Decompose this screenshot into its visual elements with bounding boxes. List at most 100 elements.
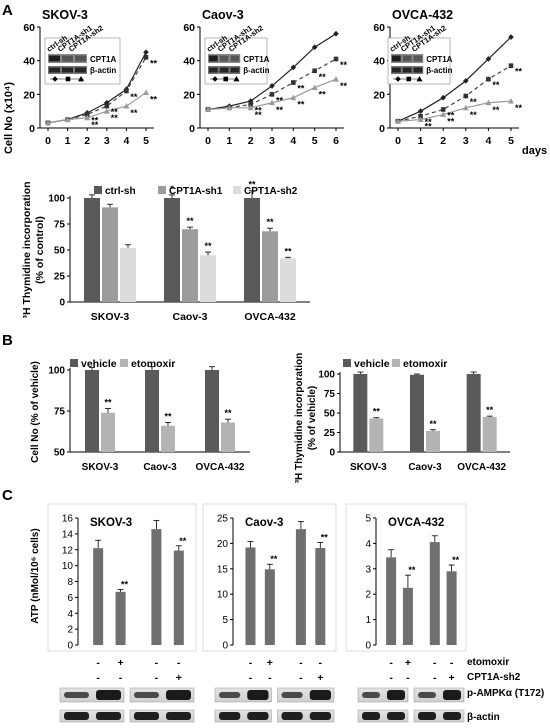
etomoxir-row-label: etomoxir — [467, 657, 509, 668]
y-tick-label: 40 — [23, 56, 35, 68]
sig-mark: ** — [429, 419, 437, 429]
y-tick-label: 0 — [365, 641, 371, 652]
pampk-blot-label: p-AMPKα (T172) — [467, 688, 544, 699]
atp-ylabel: ATP (nMol/10⁶ cells) — [30, 528, 41, 623]
legend-label: ctrl-sh — [105, 186, 136, 197]
sig-mark: ** — [130, 108, 138, 118]
blot-band-pampk — [387, 690, 405, 700]
inset-cpt1a-label: CPT1A — [90, 55, 116, 64]
y-tick-label: 15 — [217, 564, 229, 575]
y-tick-label: 10 — [62, 561, 74, 572]
cellno-chart-b: 50 75 100 ** SKOV-3 ** Caov-3 ** OVCA-432 vehicle… — [48, 358, 250, 473]
sig-mark: ** — [150, 95, 158, 105]
inset-cpt1a-label: CPT1A — [243, 55, 269, 64]
data-point — [312, 68, 317, 74]
category-label: Caov-3 — [408, 462, 442, 473]
etomoxir-sign: - — [96, 657, 100, 669]
blot-band-actin — [443, 712, 461, 720]
sig-mark: ** — [447, 110, 455, 120]
bar-ctrl-sh — [164, 198, 180, 302]
sig-mark: ** — [515, 67, 523, 77]
legend-label: etomoxir — [403, 358, 447, 370]
thymidine-chart-b: 0 25 50 75 100 ** SKOV-3 ** Caov-3 ** OVCA-432 vehi… — [318, 358, 510, 473]
blot-band — [402, 55, 412, 62]
bar-CPT1A-sh1 — [262, 231, 278, 302]
blot-band-pampk — [134, 692, 159, 698]
blot-band-actin — [96, 712, 121, 720]
sig-mark: ** — [486, 405, 494, 415]
bar-atp — [315, 547, 326, 645]
bar-atp — [295, 529, 306, 645]
x-tick-label: 1 — [418, 135, 424, 147]
bar-CPT1A-sh1 — [182, 229, 198, 302]
category-label: OVCA-432 — [244, 311, 296, 323]
bar-atp — [429, 542, 440, 645]
blot-band — [413, 67, 423, 73]
series-line-ctrl-sh — [397, 36, 512, 122]
bar-vehicle — [410, 374, 424, 452]
etomoxir-sign: - — [299, 657, 303, 669]
bar-vehicle — [205, 370, 219, 452]
y-tick-label: 5 — [222, 615, 228, 626]
data-point — [103, 108, 110, 114]
x-tick-label: 1 — [65, 135, 71, 147]
blot-band — [209, 67, 218, 73]
y-tick-label: 100 — [48, 194, 65, 205]
data-point — [311, 44, 318, 50]
y-tick-label: 0 — [222, 641, 228, 652]
blot-band-actin — [219, 712, 241, 720]
y-tick-label: 2 — [67, 625, 73, 636]
sig-mark: ** — [91, 116, 99, 126]
etomoxir-sign: + — [405, 657, 411, 669]
data-point — [333, 30, 339, 37]
bar-atp — [93, 548, 104, 645]
data-point — [463, 93, 469, 99]
blot-band — [219, 67, 229, 73]
data-point — [417, 116, 424, 122]
sh2-sign: - — [155, 672, 159, 684]
legend-swatch — [120, 359, 128, 367]
blot-band-actin — [387, 712, 405, 720]
y-tick-label: 5 — [365, 514, 371, 525]
data-point — [418, 113, 423, 119]
category-label: SKOV-3 — [91, 311, 130, 323]
blot-band — [392, 67, 401, 73]
category-label: OVCA-432 — [196, 462, 245, 473]
chart-title: OVCA-432 — [388, 517, 444, 529]
y-tick-label: 60 — [183, 22, 195, 34]
data-point — [269, 99, 275, 106]
sig-mark: ** — [408, 565, 416, 575]
blot-band-actin — [134, 712, 159, 720]
sig-mark: ** — [91, 120, 99, 130]
y-tick-label: 40 — [373, 56, 385, 68]
y-tick-label: 100 — [48, 366, 65, 377]
y-tick-label: 3 — [365, 564, 371, 575]
sig-mark: ** — [150, 58, 158, 68]
sig-mark: ** — [340, 60, 348, 70]
y-tick-label: 12 — [62, 545, 74, 556]
sig-mark: ** — [340, 81, 348, 91]
bar-etomoxir — [482, 416, 497, 452]
y-tick-label: 1 — [365, 615, 371, 626]
chart-title: SKOV-3 — [90, 517, 132, 529]
bar-vehicle — [85, 370, 99, 452]
blot-band-pampk — [219, 692, 241, 698]
bar-ctrl-sh — [244, 198, 260, 302]
y-tick-label: 8 — [67, 577, 73, 588]
y-tick-label: 75 — [324, 389, 336, 400]
bar-vehicle — [353, 374, 368, 452]
panel-frame — [202, 503, 337, 652]
sig-mark: ** — [319, 90, 327, 100]
bar-atp — [115, 591, 126, 645]
bar-CPT1A-sh2 — [200, 255, 216, 302]
x-tick-label: 0 — [205, 135, 211, 147]
y-tick-label: 10 — [217, 590, 229, 601]
bar-etomoxir — [161, 425, 175, 452]
bar-atp — [402, 587, 413, 645]
inset-actin-label: β-actin — [426, 66, 452, 75]
sig-mark: ** — [425, 117, 433, 127]
series-line-CPT1A-sh1 — [397, 65, 512, 122]
inset-actin-label: β-actin — [243, 66, 269, 75]
